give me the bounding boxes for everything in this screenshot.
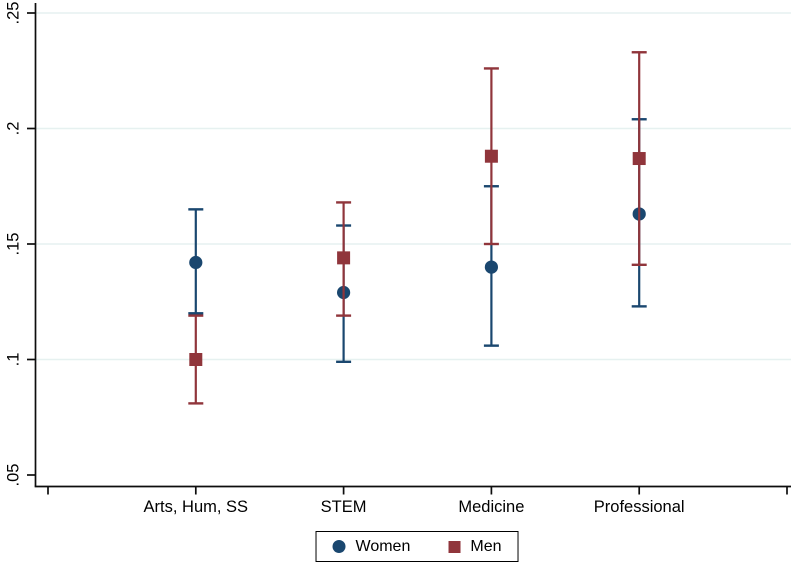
x-axis-category-label: Professional [594,498,685,516]
data-point-marker-men [189,353,203,366]
y-axis-tick-label: .05 [4,464,22,487]
data-point-marker-men [632,152,646,166]
legend-label-women: Women [355,537,411,555]
legend-item-women: Women [332,537,411,556]
legend: Women Men [315,531,519,562]
x-axis-category-label: Medicine [458,498,524,516]
y-axis-tick-label: .15 [4,233,22,256]
data-point-marker-men [484,149,498,163]
women-marker-icon [332,540,346,553]
legend-label-men: Men [470,537,502,555]
y-axis-tick-label: .1 [4,353,22,367]
y-axis-tick-label: .25 [4,2,22,25]
y-axis-tick-label: .2 [4,122,22,136]
data-point-marker-women [484,260,498,274]
data-point-marker-men [337,251,351,265]
legend-item-men: Men [448,538,501,556]
data-point-marker-women [189,255,203,270]
x-axis-category-label: STEM [321,498,367,516]
men-marker-icon [448,540,461,553]
x-axis-category-label: Arts, Hum, SS [144,498,249,516]
